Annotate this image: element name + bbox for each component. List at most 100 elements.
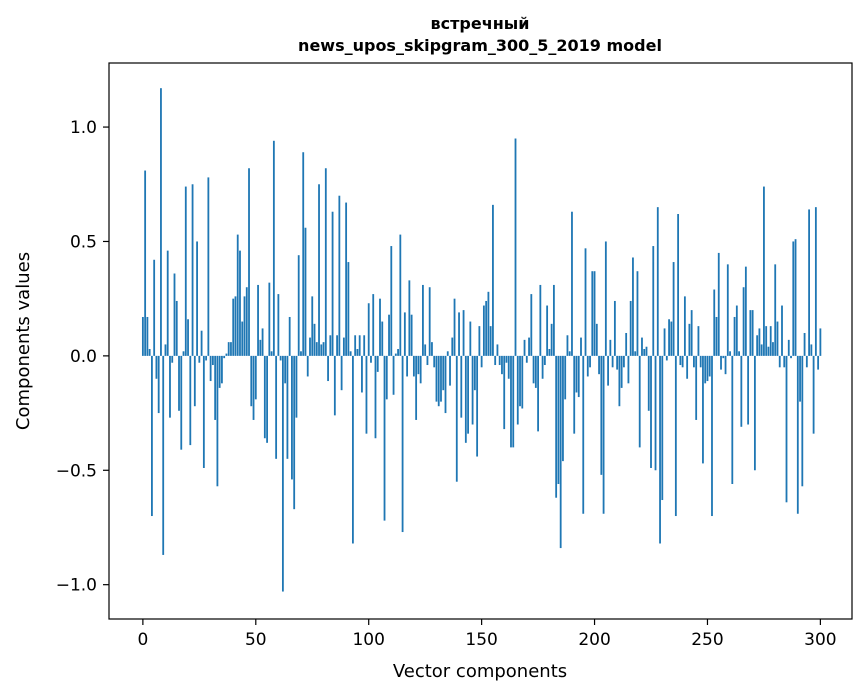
chart-subtitle: news_upos_skipgram_300_5_2019 model xyxy=(298,36,662,55)
bar xyxy=(455,355,458,482)
bar xyxy=(496,344,499,356)
bar xyxy=(157,355,160,414)
bar xyxy=(713,289,716,356)
bar xyxy=(352,355,354,544)
bar xyxy=(401,355,404,533)
bar xyxy=(546,305,549,356)
bar xyxy=(482,305,485,356)
bar xyxy=(686,355,689,379)
bar xyxy=(794,239,797,356)
bar xyxy=(279,355,282,361)
bar xyxy=(611,355,614,368)
bar xyxy=(462,310,465,356)
bar xyxy=(618,355,621,407)
bar xyxy=(153,259,156,356)
bar xyxy=(744,266,747,356)
y-tick-label: −1.0 xyxy=(56,576,97,596)
bar xyxy=(724,355,727,375)
bar xyxy=(489,326,492,356)
bar xyxy=(591,271,594,356)
bar xyxy=(349,351,352,356)
bar xyxy=(580,337,582,356)
bar xyxy=(638,355,641,448)
bar xyxy=(589,355,591,368)
bar xyxy=(336,335,338,356)
bar xyxy=(345,202,348,356)
bar xyxy=(796,355,799,514)
bar xyxy=(225,353,228,356)
bar xyxy=(304,227,307,356)
bar xyxy=(625,332,628,356)
bar xyxy=(507,355,510,379)
bar xyxy=(790,355,792,359)
bar xyxy=(600,355,603,475)
bar xyxy=(397,349,399,356)
bar xyxy=(772,342,774,356)
chart-title: встречный xyxy=(431,14,530,33)
bar xyxy=(632,257,634,356)
bar xyxy=(327,355,329,382)
bar xyxy=(311,296,314,356)
x-tick-label: 300 xyxy=(804,630,836,650)
bar xyxy=(218,355,221,388)
bar xyxy=(552,284,555,356)
bar xyxy=(354,335,357,356)
bar xyxy=(575,355,578,393)
bar xyxy=(458,312,460,356)
bar xyxy=(769,326,772,356)
bar xyxy=(169,355,171,418)
bar xyxy=(370,355,372,363)
bar xyxy=(566,335,569,356)
bar xyxy=(358,335,361,356)
bar xyxy=(559,355,562,549)
bar xyxy=(512,355,515,448)
bar xyxy=(708,355,711,377)
bar-series xyxy=(141,88,822,592)
x-axis-label: Vector components xyxy=(393,661,567,682)
bar xyxy=(776,321,779,356)
bar xyxy=(817,355,820,370)
bar xyxy=(263,355,266,439)
bar xyxy=(562,355,564,462)
bar xyxy=(616,355,619,370)
bar xyxy=(778,355,781,368)
bar xyxy=(699,355,702,368)
bar xyxy=(175,300,178,356)
bar xyxy=(372,294,375,356)
bar xyxy=(688,323,691,356)
bar xyxy=(449,355,451,386)
bar xyxy=(510,355,512,448)
bar xyxy=(173,273,176,356)
bar xyxy=(426,355,429,366)
bar xyxy=(155,355,158,379)
bar xyxy=(288,316,291,356)
bar xyxy=(627,355,630,384)
bar xyxy=(729,351,731,356)
bar xyxy=(760,344,763,356)
bar xyxy=(595,323,598,356)
bar xyxy=(435,355,438,402)
bar xyxy=(431,342,433,356)
bar xyxy=(376,355,379,372)
bar xyxy=(607,355,609,386)
bar xyxy=(487,291,490,356)
bar xyxy=(214,355,217,420)
bar xyxy=(338,195,341,356)
bar xyxy=(144,170,147,356)
bar xyxy=(668,319,670,356)
x-tick-label: 50 xyxy=(245,630,267,650)
bar xyxy=(756,335,759,356)
bar xyxy=(528,337,530,356)
bar xyxy=(763,186,765,356)
bar xyxy=(275,355,278,459)
bar xyxy=(207,177,210,356)
bar xyxy=(211,355,214,366)
bar xyxy=(383,355,386,521)
bar xyxy=(394,353,397,356)
bar xyxy=(281,355,284,592)
bar xyxy=(236,234,239,356)
bar xyxy=(747,355,750,425)
bar xyxy=(202,355,205,468)
bar xyxy=(451,337,454,356)
bar xyxy=(329,335,332,356)
